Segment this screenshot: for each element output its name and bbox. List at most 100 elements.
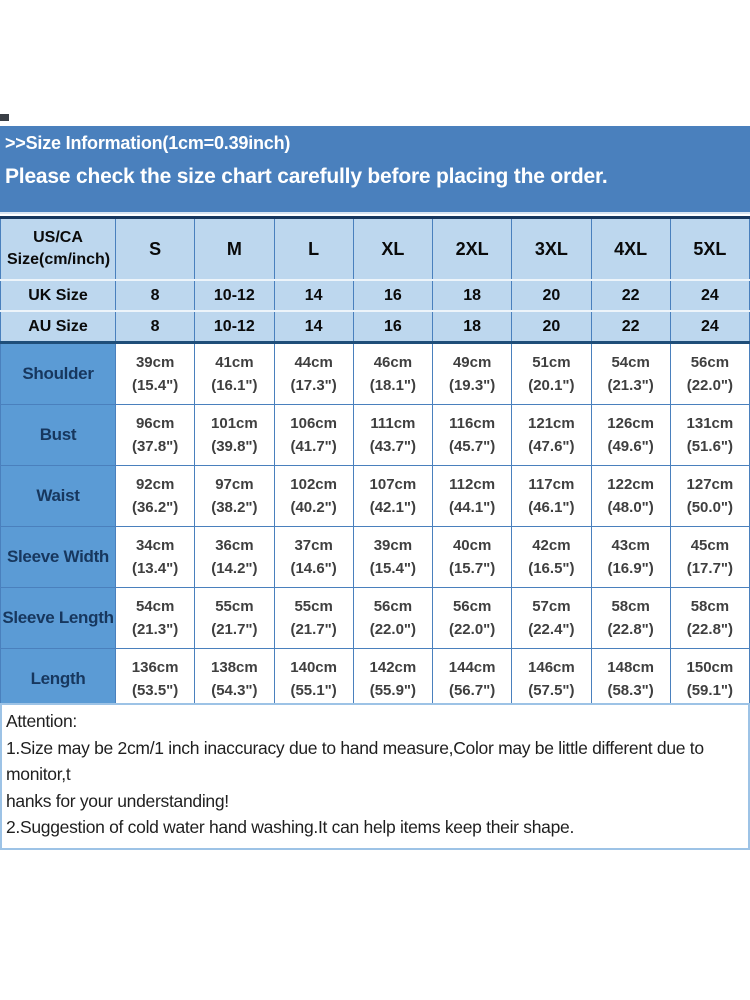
measurement-cell: 131cm (51.6")	[669, 404, 750, 466]
cm-value: 39cm	[373, 536, 413, 554]
inch-value: (41.7")	[290, 438, 337, 455]
measurement-cell: 112cm (44.1")	[431, 465, 513, 527]
cm-value: 54cm	[135, 597, 175, 615]
size-check-notice: Please check the size chart carefully be…	[5, 165, 608, 188]
row-label: Sleeve Width	[0, 526, 116, 588]
inch-value: (47.6")	[528, 438, 575, 455]
inch-value: (21.7")	[211, 621, 258, 638]
inch-value: (22.8")	[607, 621, 654, 638]
inch-value: (22.0")	[686, 377, 734, 394]
measurement-cell: 55cm (21.7")	[273, 587, 354, 649]
inch-value: (19.3")	[448, 377, 496, 394]
cm-value: 49cm	[452, 353, 492, 371]
conversion-row: UK Size 8 10-12 14 16 18 20 22 24	[0, 279, 750, 312]
measurement-cell: 36cm (14.2")	[194, 526, 275, 588]
inch-value: (37.8")	[131, 438, 179, 455]
cm-value: 56cm	[690, 353, 730, 371]
inch-value: (50.0")	[686, 499, 734, 516]
conversion-cell: 14	[273, 310, 354, 344]
inch-value: (59.1")	[686, 682, 734, 699]
cm-value: 92cm	[135, 475, 175, 493]
cm-value: 117cm	[528, 475, 575, 493]
row-label: Shoulder	[0, 341, 116, 405]
inch-value: (43.7")	[369, 438, 417, 455]
cm-value: 131cm	[686, 414, 734, 432]
inch-value: (57.5")	[528, 682, 575, 699]
inch-value: (46.1")	[528, 499, 575, 516]
cm-value: 37cm	[294, 536, 333, 554]
measurement-row: Length 136cm (53.5") 138cm (54.3") 140cm (55.1…	[0, 648, 750, 710]
cm-value: 56cm	[452, 597, 492, 615]
cm-value: 58cm	[611, 597, 650, 615]
inch-value: (22.4")	[528, 621, 575, 638]
measurement-cell: 56cm (22.0")	[669, 341, 750, 405]
conversion-cell: 22	[590, 279, 671, 312]
size-info-banner: >>Size Information(1cm=0.39inch) Please …	[0, 126, 750, 214]
inch-value: (22.0")	[369, 621, 417, 638]
cm-value: 96cm	[135, 414, 175, 432]
measurement-cell: 146cm (57.5")	[511, 648, 592, 710]
measurement-cell: 56cm (22.0")	[431, 587, 513, 649]
inch-value: (22.8")	[686, 621, 734, 638]
measurement-cell: 144cm (56.7")	[431, 648, 513, 710]
cm-value: 144cm	[448, 658, 496, 676]
measurement-row: Bust 96cm (37.8") 101cm (39.8") 106cm (41.7") 1…	[0, 404, 750, 466]
size-chart-table: US/CA Size(cm/inch) S M L XL 2XL 3XL 4XL 5XL UK S…	[0, 216, 750, 710]
cm-value: 112cm	[449, 475, 496, 493]
inch-value: (38.2")	[211, 499, 258, 516]
row-label: AU Size	[0, 310, 116, 344]
measurement-cell: 138cm (54.3")	[194, 648, 275, 710]
inch-value: (51.6")	[686, 438, 734, 455]
measurement-cell: 111cm (43.7")	[352, 404, 434, 466]
size-column-header: 5XL	[669, 217, 750, 281]
measurement-cell: 148cm (58.3")	[590, 648, 671, 710]
inch-value: (55.9")	[369, 682, 417, 699]
attention-note2: 2.Suggestion of cold water hand washing.…	[6, 817, 575, 838]
cm-value: 126cm	[607, 414, 654, 432]
inch-value: (39.8")	[211, 438, 258, 455]
cm-value: 140cm	[290, 658, 337, 676]
inch-value: (56.7")	[448, 682, 496, 699]
size-column-header: L	[273, 217, 354, 281]
inch-value: (36.2")	[131, 499, 179, 516]
cm-value: 136cm	[131, 658, 179, 676]
cm-value: 102cm	[290, 475, 337, 493]
inch-value: (15.7")	[448, 560, 496, 577]
inch-value: (58.3")	[607, 682, 654, 699]
conversion-cell: 14	[273, 279, 354, 312]
measurement-cell: 58cm (22.8")	[669, 587, 750, 649]
conversion-cell: 20	[511, 279, 592, 312]
cm-value: 150cm	[686, 658, 734, 676]
conversion-cell: 24	[669, 279, 750, 312]
inch-value: (15.4")	[131, 377, 179, 394]
size-column-header: 2XL	[431, 217, 513, 281]
measurement-cell: 51cm (20.1")	[511, 341, 592, 405]
inch-value: (13.4")	[131, 560, 179, 577]
cm-value: 127cm	[686, 475, 734, 493]
conversion-cell: 16	[352, 310, 434, 344]
cm-value: 146cm	[528, 658, 575, 676]
conversion-cell: 8	[114, 310, 196, 344]
size-column-header: S	[114, 217, 196, 281]
cm-value: 34cm	[135, 536, 175, 554]
attention-notes: Attention: 1.Size may be 2cm/1 inch inac…	[0, 703, 750, 850]
row-label: Bust	[0, 404, 116, 466]
cm-value: 42cm	[532, 536, 571, 554]
inch-value: (48.0")	[607, 499, 654, 516]
attention-note1-line1: 1.Size may be 2cm/1 inch inaccuracy due …	[6, 737, 704, 785]
inch-value: (44.1")	[448, 499, 496, 516]
inch-value: (16.9")	[607, 560, 654, 577]
measurement-cell: 142cm (55.9")	[352, 648, 434, 710]
size-column-header: M	[194, 217, 275, 281]
cm-value: 51cm	[532, 353, 571, 371]
cm-value: 142cm	[369, 658, 417, 676]
scan-artifact	[0, 114, 9, 121]
measurement-cell: 121cm (47.6")	[511, 404, 592, 466]
conversion-cell: 16	[352, 279, 434, 312]
inch-value: (14.6")	[290, 560, 337, 577]
measurement-cell: 41cm (16.1")	[194, 341, 275, 405]
measurement-cell: 57cm (22.4")	[511, 587, 592, 649]
measurement-cell: 102cm (40.2")	[273, 465, 354, 527]
inch-value: (16.5")	[528, 560, 575, 577]
conversion-row: AU Size 8 10-12 14 16 18 20 22 24	[0, 310, 750, 344]
